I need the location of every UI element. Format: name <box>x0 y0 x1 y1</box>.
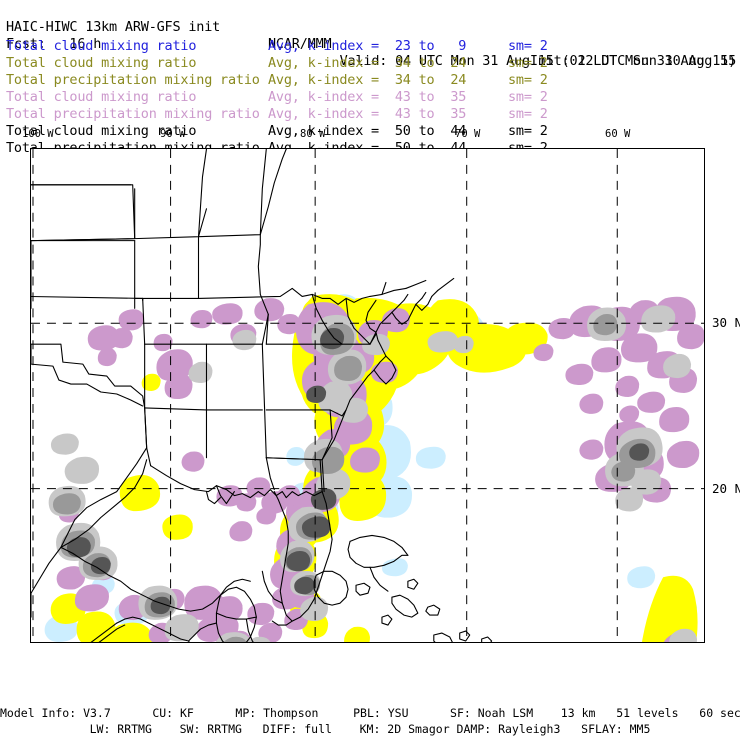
legend-row: Total cloud mixing ratio Avg, k-index = 3… <box>0 55 740 72</box>
legend-smoothing-label: sm= 2 <box>508 38 548 54</box>
legend-kindex-label: Avg, k-index = 43 to 35 <box>268 89 467 105</box>
legend-smoothing-label: sm= 2 <box>508 89 548 105</box>
longitude-label: 100 W <box>22 128 54 140</box>
legend-kindex-label: Avg, k-index = 34 to 24 <box>268 55 467 71</box>
legend-row: Total cloud mixing ratio Avg, k-index = 4… <box>0 89 740 106</box>
header-line-2: Fcst: 16 h Valid: 04 UTC Mon 31 Aug 15 (… <box>0 19 740 69</box>
center-label: NCAR/MMM <box>268 36 332 52</box>
model-title: HAIC-HIWC 13km ARW-GFS init <box>6 19 221 35</box>
legend-smoothing-label: sm= 2 <box>508 55 548 71</box>
map-coastlines <box>31 149 493 642</box>
legend-kindex-label: Avg, k-index = 34 to 24 <box>268 72 467 88</box>
init-time: Init: 12 UTC Sun 30 Aug 15 <box>529 53 736 69</box>
legend-field-label: Total cloud mixing ratio <box>6 38 197 54</box>
valid-time: Valid: 04 UTC Mon 31 Aug 15 (02 LDT Mon … <box>339 53 737 69</box>
legend-kindex-label: Avg, k-index = 23 to 9 <box>268 38 467 54</box>
legend-kindex-label: Avg, k-index = 43 to 35 <box>268 106 467 122</box>
map-canvas <box>31 149 704 642</box>
forecast-hour: Fcst: 16 h <box>6 36 102 52</box>
map-panel <box>30 148 705 643</box>
legend-row: Total cloud mixing ratio Avg, k-index = 5… <box>0 123 740 140</box>
legend-kindex-label: Avg, k-index = 50 to 44 <box>268 123 467 139</box>
map-gridlines <box>31 149 704 642</box>
longitude-label: 60 W <box>605 128 631 140</box>
longitude-label: 90 W <box>160 128 186 140</box>
legend-row: Total precipitation mixing ratio Avg, k-i… <box>0 106 740 123</box>
legend-smoothing-label: sm= 2 <box>508 123 548 139</box>
footer-line-2: LW: RRTMG SW: RRTMG DIFF: full KM: 2D Sm… <box>89 722 651 736</box>
latitude-label: 30 N <box>712 315 740 330</box>
legend-field-label: Total cloud mixing ratio <box>6 123 197 139</box>
footer-line-1: Model Info: V3.7 CU: KF MP: Thompson PBL… <box>0 706 740 720</box>
legend-row: Total cloud mixing ratio Avg, k-index = 2… <box>0 38 740 55</box>
legend-row: Total precipitation mixing ratio Avg, k-i… <box>0 72 740 89</box>
longitude-label: 80 W <box>300 128 326 140</box>
latitude-label: 20 N <box>712 481 740 496</box>
legend-field-label: Total cloud mixing ratio <box>6 89 197 105</box>
header-line-1: HAIC-HIWC 13km ARW-GFS init NCAR/MMM Ini… <box>0 2 740 69</box>
legend-smoothing-label: sm= 2 <box>508 72 548 88</box>
header-block: HAIC-HIWC 13km ARW-GFS init NCAR/MMM Ini… <box>0 0 740 156</box>
legend-smoothing-label: sm= 2 <box>508 106 548 122</box>
legend-field-label: Total precipitation mixing ratio <box>6 106 260 122</box>
field-gray-dark <box>66 327 650 615</box>
legend-field-label: Total precipitation mixing ratio <box>6 72 260 88</box>
legend-field-label: Total cloud mixing ratio <box>6 55 197 71</box>
longitude-label: 70 W <box>455 128 481 140</box>
